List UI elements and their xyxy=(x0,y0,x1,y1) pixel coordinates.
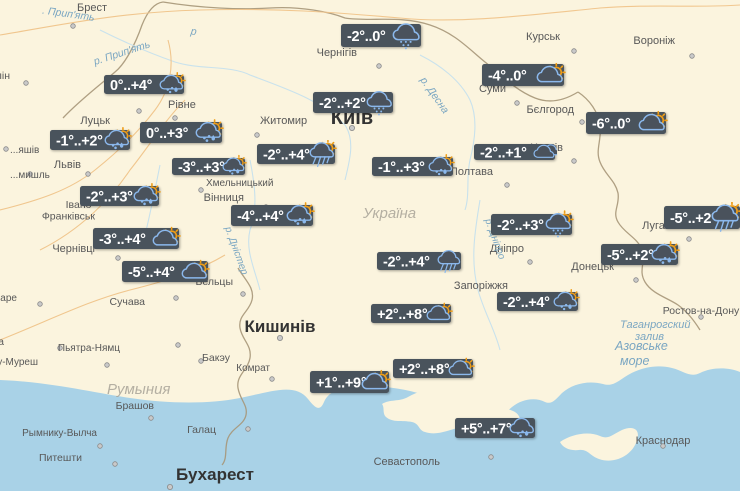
svg-text:+2°..+8°: +2°..+8° xyxy=(377,307,428,323)
svg-text:-5°..+2°: -5°..+2° xyxy=(607,248,654,264)
svg-text:-2°..+4°: -2°..+4° xyxy=(383,254,430,270)
svg-text:Луцьк: Луцьк xyxy=(80,115,110,127)
svg-text:+5°..+7°: +5°..+7° xyxy=(461,421,512,437)
svg-text:Ростов-на-Дону: Ростов-на-Дону xyxy=(663,305,740,317)
svg-text:Україна: Україна xyxy=(362,205,416,222)
svg-text:Запоріжжя: Запоріжжя xyxy=(454,280,508,292)
svg-text:Хмельницький: Хмельницький xyxy=(206,178,273,189)
svg-text:-3°..+3°: -3°..+3° xyxy=(178,160,225,176)
svg-text:-1°..+2°: -1°..+2° xyxy=(56,133,103,149)
svg-text:+1°..+9°: +1°..+9° xyxy=(316,375,367,391)
svg-text:-3°..+4°: -3°..+4° xyxy=(99,232,146,248)
svg-text:...мишль: ...мишль xyxy=(10,170,50,181)
svg-text:Краснодар: Краснодар xyxy=(636,435,691,447)
svg-text:Полтава: Полтава xyxy=(450,166,494,178)
svg-text:-2°..+4°: -2°..+4° xyxy=(263,147,310,163)
svg-text:Бакэу: Бакэу xyxy=(202,352,231,364)
svg-text:Брашов: Брашов xyxy=(116,400,155,412)
svg-text:-2°..+3°: -2°..+3° xyxy=(86,189,133,205)
svg-text:Питешти: Питешти xyxy=(39,452,82,464)
svg-text:Сучава: Сучава xyxy=(110,296,146,308)
svg-text:Пьятра-Нямц: Пьятра-Нямц xyxy=(58,343,120,354)
svg-text:0°..+3°: 0°..+3° xyxy=(146,126,189,142)
svg-text:Вінниця: Вінниця xyxy=(204,192,244,204)
svg-text:Житомир: Житомир xyxy=(260,115,307,127)
svg-text:-1°..+3°: -1°..+3° xyxy=(378,160,425,176)
svg-text:Рівне: Рівне xyxy=(168,99,196,111)
svg-text:-2°..+3°: -2°..+3° xyxy=(497,218,544,234)
svg-text:Бая-Маре: Бая-Маре xyxy=(0,293,17,304)
svg-text:-6°..0°: -6°..0° xyxy=(592,116,631,132)
svg-text:-2°..0°: -2°..0° xyxy=(347,29,386,45)
svg-text:Курськ: Курськ xyxy=(526,31,560,43)
svg-text:-4°..0°: -4°..0° xyxy=(488,68,527,84)
svg-text:Тыргу-Муреш: Тыргу-Муреш xyxy=(0,357,38,368)
svg-text:Воронiж: Воронiж xyxy=(633,35,675,47)
svg-text:-2°..+1°: -2°..+1° xyxy=(480,145,527,161)
svg-text:Чернівці: Чернівці xyxy=(52,243,95,255)
svg-text:Бухарест: Бухарест xyxy=(176,465,254,484)
svg-text:Севастополь: Севастополь xyxy=(374,456,441,468)
svg-text:Рымнику-Вылча: Рымнику-Вылча xyxy=(22,428,97,439)
svg-text:Румыния: Румыния xyxy=(107,381,170,398)
svg-text:...яшів: ...яшів xyxy=(10,145,39,156)
svg-text:-2°..+2°: -2°..+2° xyxy=(319,96,366,112)
svg-text:Галац: Галац xyxy=(187,424,216,436)
svg-text:Клуж-Напока: Клуж-Напока xyxy=(0,337,4,348)
svg-text:0°..+4°: 0°..+4° xyxy=(110,78,153,94)
svg-text:Азовське: Азовське xyxy=(614,339,668,353)
svg-text:-4°..+4°: -4°..+4° xyxy=(237,209,284,225)
svg-text:Кишинів: Кишинів xyxy=(245,317,316,336)
svg-text:Чернігів: Чернігів xyxy=(317,47,358,59)
svg-text:-5°..+2°: -5°..+2° xyxy=(670,211,717,227)
svg-text:+2°..+8°: +2°..+8° xyxy=(399,362,450,378)
svg-text:море: море xyxy=(620,354,649,368)
svg-text:Комрат: Комрат xyxy=(236,363,270,374)
svg-text:Таганрогский: Таганрогский xyxy=(620,319,691,331)
svg-text:Бєлгород: Бєлгород xyxy=(526,104,574,116)
svg-text:Люблін: Люблін xyxy=(0,70,10,82)
svg-text:Львів: Львів xyxy=(54,159,81,171)
svg-text:-5°..+4°: -5°..+4° xyxy=(128,265,175,281)
svg-text:-2°..+4°: -2°..+4° xyxy=(503,295,550,311)
